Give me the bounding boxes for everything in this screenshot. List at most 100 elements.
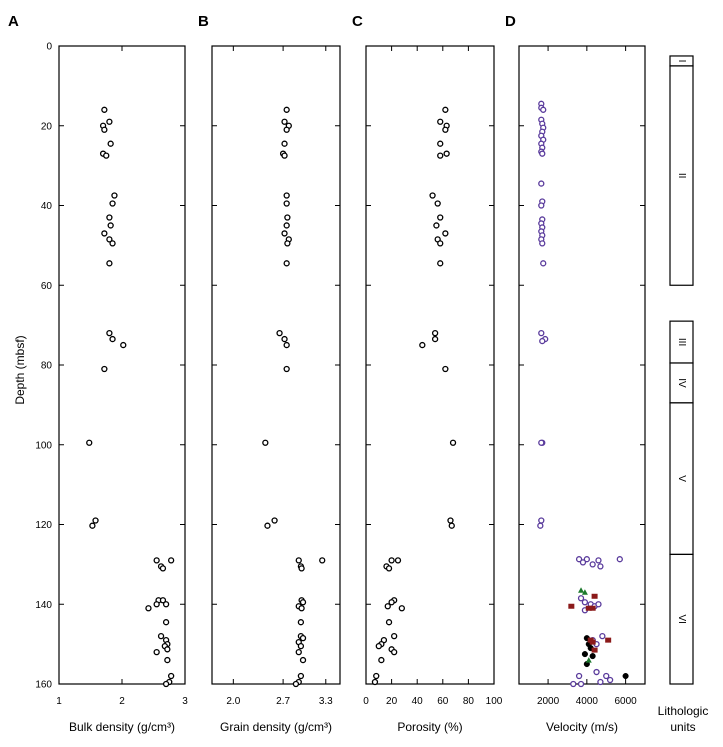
panel-b-data-point (264, 522, 271, 529)
panel-a-letter: A (8, 13, 19, 30)
panel-a-data-point (162, 619, 170, 626)
lithologic-unit-label: III (676, 338, 687, 346)
panel-a-data-point (153, 648, 160, 656)
y-axis-title: Depth (mbsf) (13, 335, 27, 404)
panel-c-data-point (398, 605, 405, 612)
y-tick-label: 140 (35, 600, 52, 611)
panel-c-data-point (442, 230, 449, 237)
panel-a-data-point (107, 222, 114, 229)
panel-c-frame (365, 45, 495, 685)
panel-c-data-point (385, 619, 393, 626)
panel-a-frame (58, 45, 186, 685)
panel-d-series-0-data-point (579, 559, 587, 566)
panel-c-data-point (375, 642, 382, 650)
panel-d-x-axis-title: Velocity (m/s) (546, 720, 618, 734)
panel-b-data-point (299, 599, 307, 606)
panel-d-series-0-data-point (538, 517, 545, 524)
panel-c-letter: C (352, 13, 363, 30)
panel-d-series-0-data-point (575, 556, 583, 563)
panel-b-data-point (283, 260, 290, 267)
panel-b-data-point (298, 565, 305, 572)
panel-d-series-0-data-point (595, 557, 602, 564)
panel-a-data-point (101, 230, 108, 237)
panel-d-series-0-data-point (539, 150, 546, 157)
panel-c-data-point (437, 152, 444, 159)
panel-d-series-1-data-point (622, 672, 629, 680)
panel-b-data-point (276, 329, 283, 337)
panel-d-series-0-data-point (597, 563, 604, 570)
panel-b-data-point (319, 557, 326, 564)
panel-d-series-2-data-point (589, 639, 596, 645)
panel-c-x-tick-label: 80 (463, 696, 475, 707)
panel-a-data-point (106, 260, 113, 267)
panel-b-data-point (297, 672, 305, 680)
panel-b-data-point (284, 214, 291, 221)
panel-c-data-point (378, 656, 385, 664)
panel-d-series-0-data-point (540, 260, 547, 267)
panel-d-series-2-data-point (589, 605, 596, 611)
panel-a-x-tick-label: 1 (56, 696, 62, 707)
panel-d-series-3-data-point (578, 587, 585, 593)
panel-d-series-0-data-point (539, 240, 546, 247)
panel-d-series-0-data-point (595, 601, 602, 608)
panel-d-series-3-data-point (581, 589, 588, 595)
panel-b-data-point (297, 619, 305, 626)
panel-b-data-point (281, 118, 288, 125)
lithologic-unit-box (669, 553, 694, 685)
panel-d-frame (518, 45, 646, 685)
panel-b-x-axis-title: Grain density (g/cm³) (220, 720, 332, 734)
panel-a-data-point (86, 439, 93, 446)
panel-d-series-0-data-point (606, 676, 614, 684)
panel-b-data-point (283, 222, 290, 229)
panel-a-data-point (153, 601, 160, 608)
panel-b-data-point (295, 648, 302, 656)
panel-b-data-point (283, 200, 290, 207)
panel-c-data-point (429, 192, 436, 199)
panel-c-data-point (373, 672, 380, 680)
panel-d-series-0-data-point (538, 180, 545, 187)
panel-a-data-point (167, 557, 175, 564)
panel-c-data-point (419, 341, 426, 349)
panel-b-data-point (262, 439, 269, 446)
panel-a-data-point (164, 656, 171, 664)
panel-c-data-point (391, 648, 398, 656)
panel-d-series-2-data-point (585, 605, 592, 611)
y-tick-label: 160 (35, 680, 52, 691)
panel-c-data-point (443, 150, 450, 157)
panel-c-x-tick-label: 100 (486, 696, 503, 707)
panel-c-data-point (442, 126, 449, 133)
panel-a-data-point (106, 118, 113, 125)
panel-a-x-axis-title: Bulk density (g/cm³) (69, 720, 175, 734)
panel-a-data-point (167, 672, 175, 680)
panel-c-x-tick-label: 40 (412, 696, 424, 707)
panel-b-data-point (298, 605, 305, 612)
panel-d-letter: D (505, 13, 516, 30)
panel-c-data-point (447, 517, 454, 524)
panel-c-data-point (442, 106, 449, 113)
panel-d-series-1-data-point (589, 653, 596, 660)
panel-c-data-point (433, 222, 440, 229)
panel-b-data-point (283, 106, 290, 113)
y-tick-label: 80 (41, 361, 53, 372)
panel-c-data-point (388, 599, 395, 606)
panel-d-series-0-data-point (583, 556, 590, 563)
panel-b-data-point (299, 656, 307, 664)
panel-a-data-point (106, 214, 113, 221)
panel-c-data-point (437, 118, 444, 125)
panel-a-data-point (157, 633, 165, 640)
y-tick-label: 120 (35, 520, 52, 531)
panel-a-data-point (120, 341, 127, 349)
panel-d-series-2-data-point (591, 593, 598, 599)
panel-a-x-tick-label: 2 (119, 696, 125, 707)
panel-c-x-tick-label: 0 (363, 696, 369, 707)
panel-d-series-0-data-point (597, 678, 604, 686)
panel-b-data-point (283, 365, 290, 373)
panel-a-data-point (153, 557, 160, 564)
panel-b-data-point (281, 140, 288, 147)
panel-b-x-tick-label: 2.0 (226, 696, 240, 707)
panel-d-series-0-data-point (537, 522, 544, 529)
panel-a-data-point (109, 200, 116, 207)
panel-c-data-point (431, 329, 439, 337)
